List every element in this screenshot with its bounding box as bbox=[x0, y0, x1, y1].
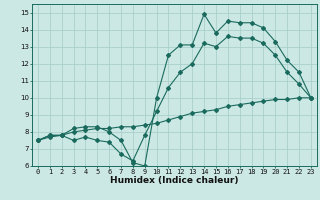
X-axis label: Humidex (Indice chaleur): Humidex (Indice chaleur) bbox=[110, 176, 239, 185]
